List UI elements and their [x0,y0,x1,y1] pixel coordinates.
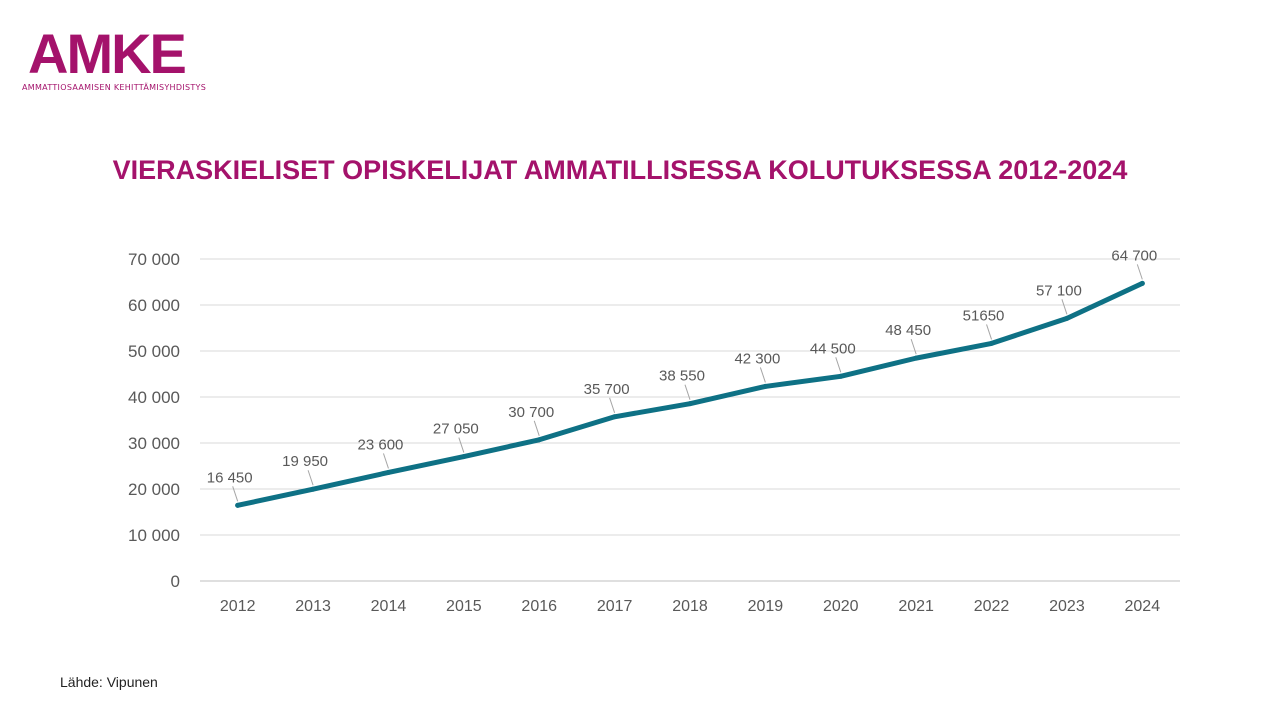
data-label: 42 300 [734,350,780,367]
data-label-leader [609,397,616,413]
data-label: 51650 [963,307,1005,324]
data-label: 23 600 [358,436,404,453]
source-note: Lähde: Vipunen [60,674,158,690]
x-tick-label: 2015 [446,598,482,615]
data-label: 19 950 [282,453,328,470]
data-label: 35 700 [584,381,630,398]
data-label: 64 700 [1111,247,1157,264]
data-label-leader [1136,264,1143,280]
data-label-leader [533,420,540,436]
y-tick-label: 30 000 [128,434,180,453]
data-label: 30 700 [508,404,554,421]
x-tick-label: 2023 [1049,598,1085,615]
data-label: 38 550 [659,368,705,385]
y-tick-label: 40 000 [128,388,180,407]
y-tick-label: 50 000 [128,342,180,361]
data-label-leader [684,384,691,400]
data-label-leader [835,357,842,373]
y-tick-label: 70 000 [128,250,180,269]
x-tick-label: 2014 [371,598,407,615]
data-label: 57 100 [1036,282,1082,299]
data-point [536,437,542,443]
x-tick-label: 2017 [597,598,633,615]
data-label: 44 500 [810,340,856,357]
logo-wordmark: AMKE [28,22,187,85]
data-label-leader [910,338,917,355]
x-tick-label: 2016 [521,598,557,615]
data-label-leader [986,324,993,340]
x-tick-label: 2021 [898,598,934,615]
y-tick-label: 0 [171,572,180,591]
x-tick-label: 2024 [1125,598,1161,615]
y-tick-label: 20 000 [128,480,180,499]
chart-title: VIERASKIELISET OPISKELIJAT AMMATILLISESS… [112,155,1128,185]
data-point [838,373,844,379]
x-tick-label: 2019 [748,598,784,615]
data-point [385,469,391,475]
series-line [235,280,1145,508]
data-point [235,502,241,508]
data-point [989,340,995,346]
data-point [461,454,467,460]
data-point [310,486,316,492]
y-tick-label: 10 000 [128,526,180,545]
y-tick-label: 60 000 [128,296,180,315]
data-label-leader [458,437,465,453]
x-tick-label: 2018 [672,598,708,615]
data-point [762,383,768,389]
amke-logo: AMKE AMMATTIOSAAMISEN KEHITTÄMISYHDISTYS [22,26,232,96]
x-tick-label: 2022 [974,598,1010,615]
data-point [1064,315,1070,321]
data-label: 16 450 [207,469,253,486]
data-label: 48 450 [885,322,931,339]
data-label: 27 050 [433,421,479,438]
data-label-leader [382,453,389,469]
data-label-leader [232,486,239,502]
data-label-leader [307,470,314,486]
x-tick-label: 2012 [220,598,256,615]
x-tick-label: 2020 [823,598,859,615]
data-label-leader [759,367,766,383]
data-point [687,401,693,407]
logo-subtitle: AMMATTIOSAAMISEN KEHITTÄMISYHDISTYS [22,83,207,92]
data-point [913,355,919,361]
data-point [1139,280,1145,286]
data-point [612,414,618,420]
data-label-leader [1061,299,1068,315]
x-tick-label: 2013 [295,598,331,615]
